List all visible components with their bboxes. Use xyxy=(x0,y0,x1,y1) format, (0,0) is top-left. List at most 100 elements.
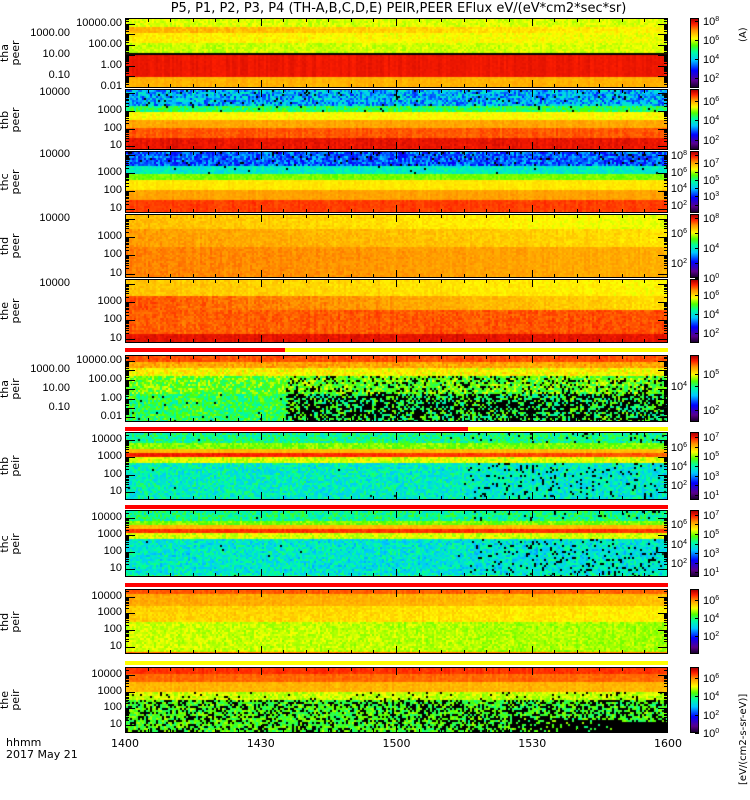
x-tick-mark xyxy=(509,274,510,278)
x-tick-mark xyxy=(486,18,487,22)
colorbar-tick-label: 108 xyxy=(703,15,720,28)
y-minor-tick xyxy=(664,71,668,72)
y-minor-tick xyxy=(125,39,129,40)
x-tick-mark xyxy=(396,492,397,500)
x-tick-mark xyxy=(644,432,645,436)
quality-flag-segment xyxy=(125,427,468,431)
y-minor-tick xyxy=(125,165,129,166)
y-minor-tick xyxy=(125,480,129,481)
x-tick-mark xyxy=(261,214,262,222)
colorbar-thd-peir xyxy=(690,589,699,654)
x-tick-mark xyxy=(373,589,374,593)
colorbar-tick-mark xyxy=(695,205,699,206)
y-tick-mark xyxy=(658,191,668,192)
x-tick-mark xyxy=(396,89,397,97)
y-minor-tick xyxy=(125,141,129,142)
x-tick-mark xyxy=(148,589,149,593)
y-minor-tick xyxy=(125,527,129,528)
y-minor-tick xyxy=(125,634,129,635)
y-tick-mark xyxy=(658,630,668,631)
x-tick-mark xyxy=(193,432,194,436)
y-minor-tick xyxy=(664,372,668,373)
x-tick-mark xyxy=(283,589,284,593)
y-minor-tick xyxy=(125,100,129,101)
x-tick-mark xyxy=(554,729,555,733)
x-tick-mark xyxy=(441,355,442,359)
x-tick-mark xyxy=(373,274,374,278)
x-tick-mark xyxy=(373,279,374,283)
x-tick-mark xyxy=(328,510,329,514)
x-tick-mark xyxy=(441,496,442,500)
y-minor-tick xyxy=(664,384,668,385)
colorbar-tick-exponent: 5 xyxy=(715,369,720,377)
y-minor-tick xyxy=(664,82,668,83)
x-tick-mark xyxy=(193,84,194,88)
y-tick-label: 1000 xyxy=(97,295,122,308)
x-tick-mark xyxy=(509,667,510,671)
x-tick-mark xyxy=(441,274,442,278)
colorbar-tha-peir xyxy=(690,355,699,422)
x-tick-mark xyxy=(599,650,600,654)
x-tick-mark xyxy=(644,650,645,654)
x-tick-mark xyxy=(486,667,487,671)
y-tick-mark xyxy=(658,76,668,77)
x-tick-mark xyxy=(667,510,668,518)
y-tick-label: 10000 xyxy=(39,86,70,99)
y-minor-tick xyxy=(664,386,668,387)
x-tick-mark xyxy=(306,510,307,514)
x-tick-mark xyxy=(328,418,329,422)
y-minor-tick xyxy=(125,681,129,682)
colorbar-tick-exponent: 3 xyxy=(715,470,720,478)
x-tick-mark xyxy=(396,355,397,363)
y-minor-tick xyxy=(664,263,668,264)
y-minor-tick xyxy=(664,326,668,327)
x-tick-mark xyxy=(170,146,171,150)
x-tick-mark xyxy=(464,279,465,283)
y-tick-label: 10 xyxy=(109,639,122,652)
y-tick-label: 1.00 xyxy=(100,58,122,71)
x-tick-mark xyxy=(238,279,239,283)
x-tick-mark xyxy=(486,89,487,93)
colorbar-tick-exponent: 4 xyxy=(715,115,720,123)
y-minor-tick xyxy=(664,60,668,61)
y-minor-tick xyxy=(664,78,668,79)
x-tick-mark xyxy=(306,729,307,733)
x-tick-mark xyxy=(283,650,284,654)
colorbar-tick-exponent: 8 xyxy=(715,212,720,220)
y-tick-label: 1.00 xyxy=(100,391,122,404)
x-tick-mark xyxy=(486,146,487,150)
x-tick-label: 1430 xyxy=(246,737,275,750)
y-minor-tick xyxy=(125,363,129,364)
y-minor-tick xyxy=(125,176,129,177)
y-minor-tick xyxy=(125,394,129,395)
y-minor-tick xyxy=(125,221,129,222)
quality-flag-segment xyxy=(125,583,668,587)
y-tick-label: 10 xyxy=(109,266,122,279)
y-axis-label-thb-peer: thb peer xyxy=(0,100,22,140)
y-minor-tick xyxy=(664,680,668,681)
y-minor-tick xyxy=(125,615,129,616)
x-tick-mark xyxy=(509,214,510,218)
x-tick-mark xyxy=(486,418,487,422)
y-minor-tick xyxy=(125,362,129,363)
y-tick-mark xyxy=(658,255,668,256)
colorbar-tick-exponent: 3 xyxy=(715,191,720,199)
x-tick-mark xyxy=(667,569,668,577)
y-tick-mark xyxy=(125,302,135,303)
y-minor-tick xyxy=(125,29,129,30)
x-tick-mark xyxy=(667,355,668,363)
x-tick-mark xyxy=(599,146,600,150)
x-tick-mark xyxy=(486,589,487,593)
y-minor-tick xyxy=(125,96,129,97)
species-label: peer xyxy=(9,169,22,195)
x-tick-mark xyxy=(125,214,126,222)
y-tick-mark xyxy=(658,569,668,570)
y-minor-tick xyxy=(125,80,129,81)
x-tick-mark xyxy=(464,339,465,343)
y-minor-tick xyxy=(125,157,129,158)
y-minor-tick xyxy=(664,598,668,599)
x-tick-mark xyxy=(532,89,533,97)
colorbar-tick-label: 103 xyxy=(703,470,720,483)
y-tick-mark xyxy=(658,457,668,458)
colorbar-tick-mark xyxy=(695,563,699,564)
